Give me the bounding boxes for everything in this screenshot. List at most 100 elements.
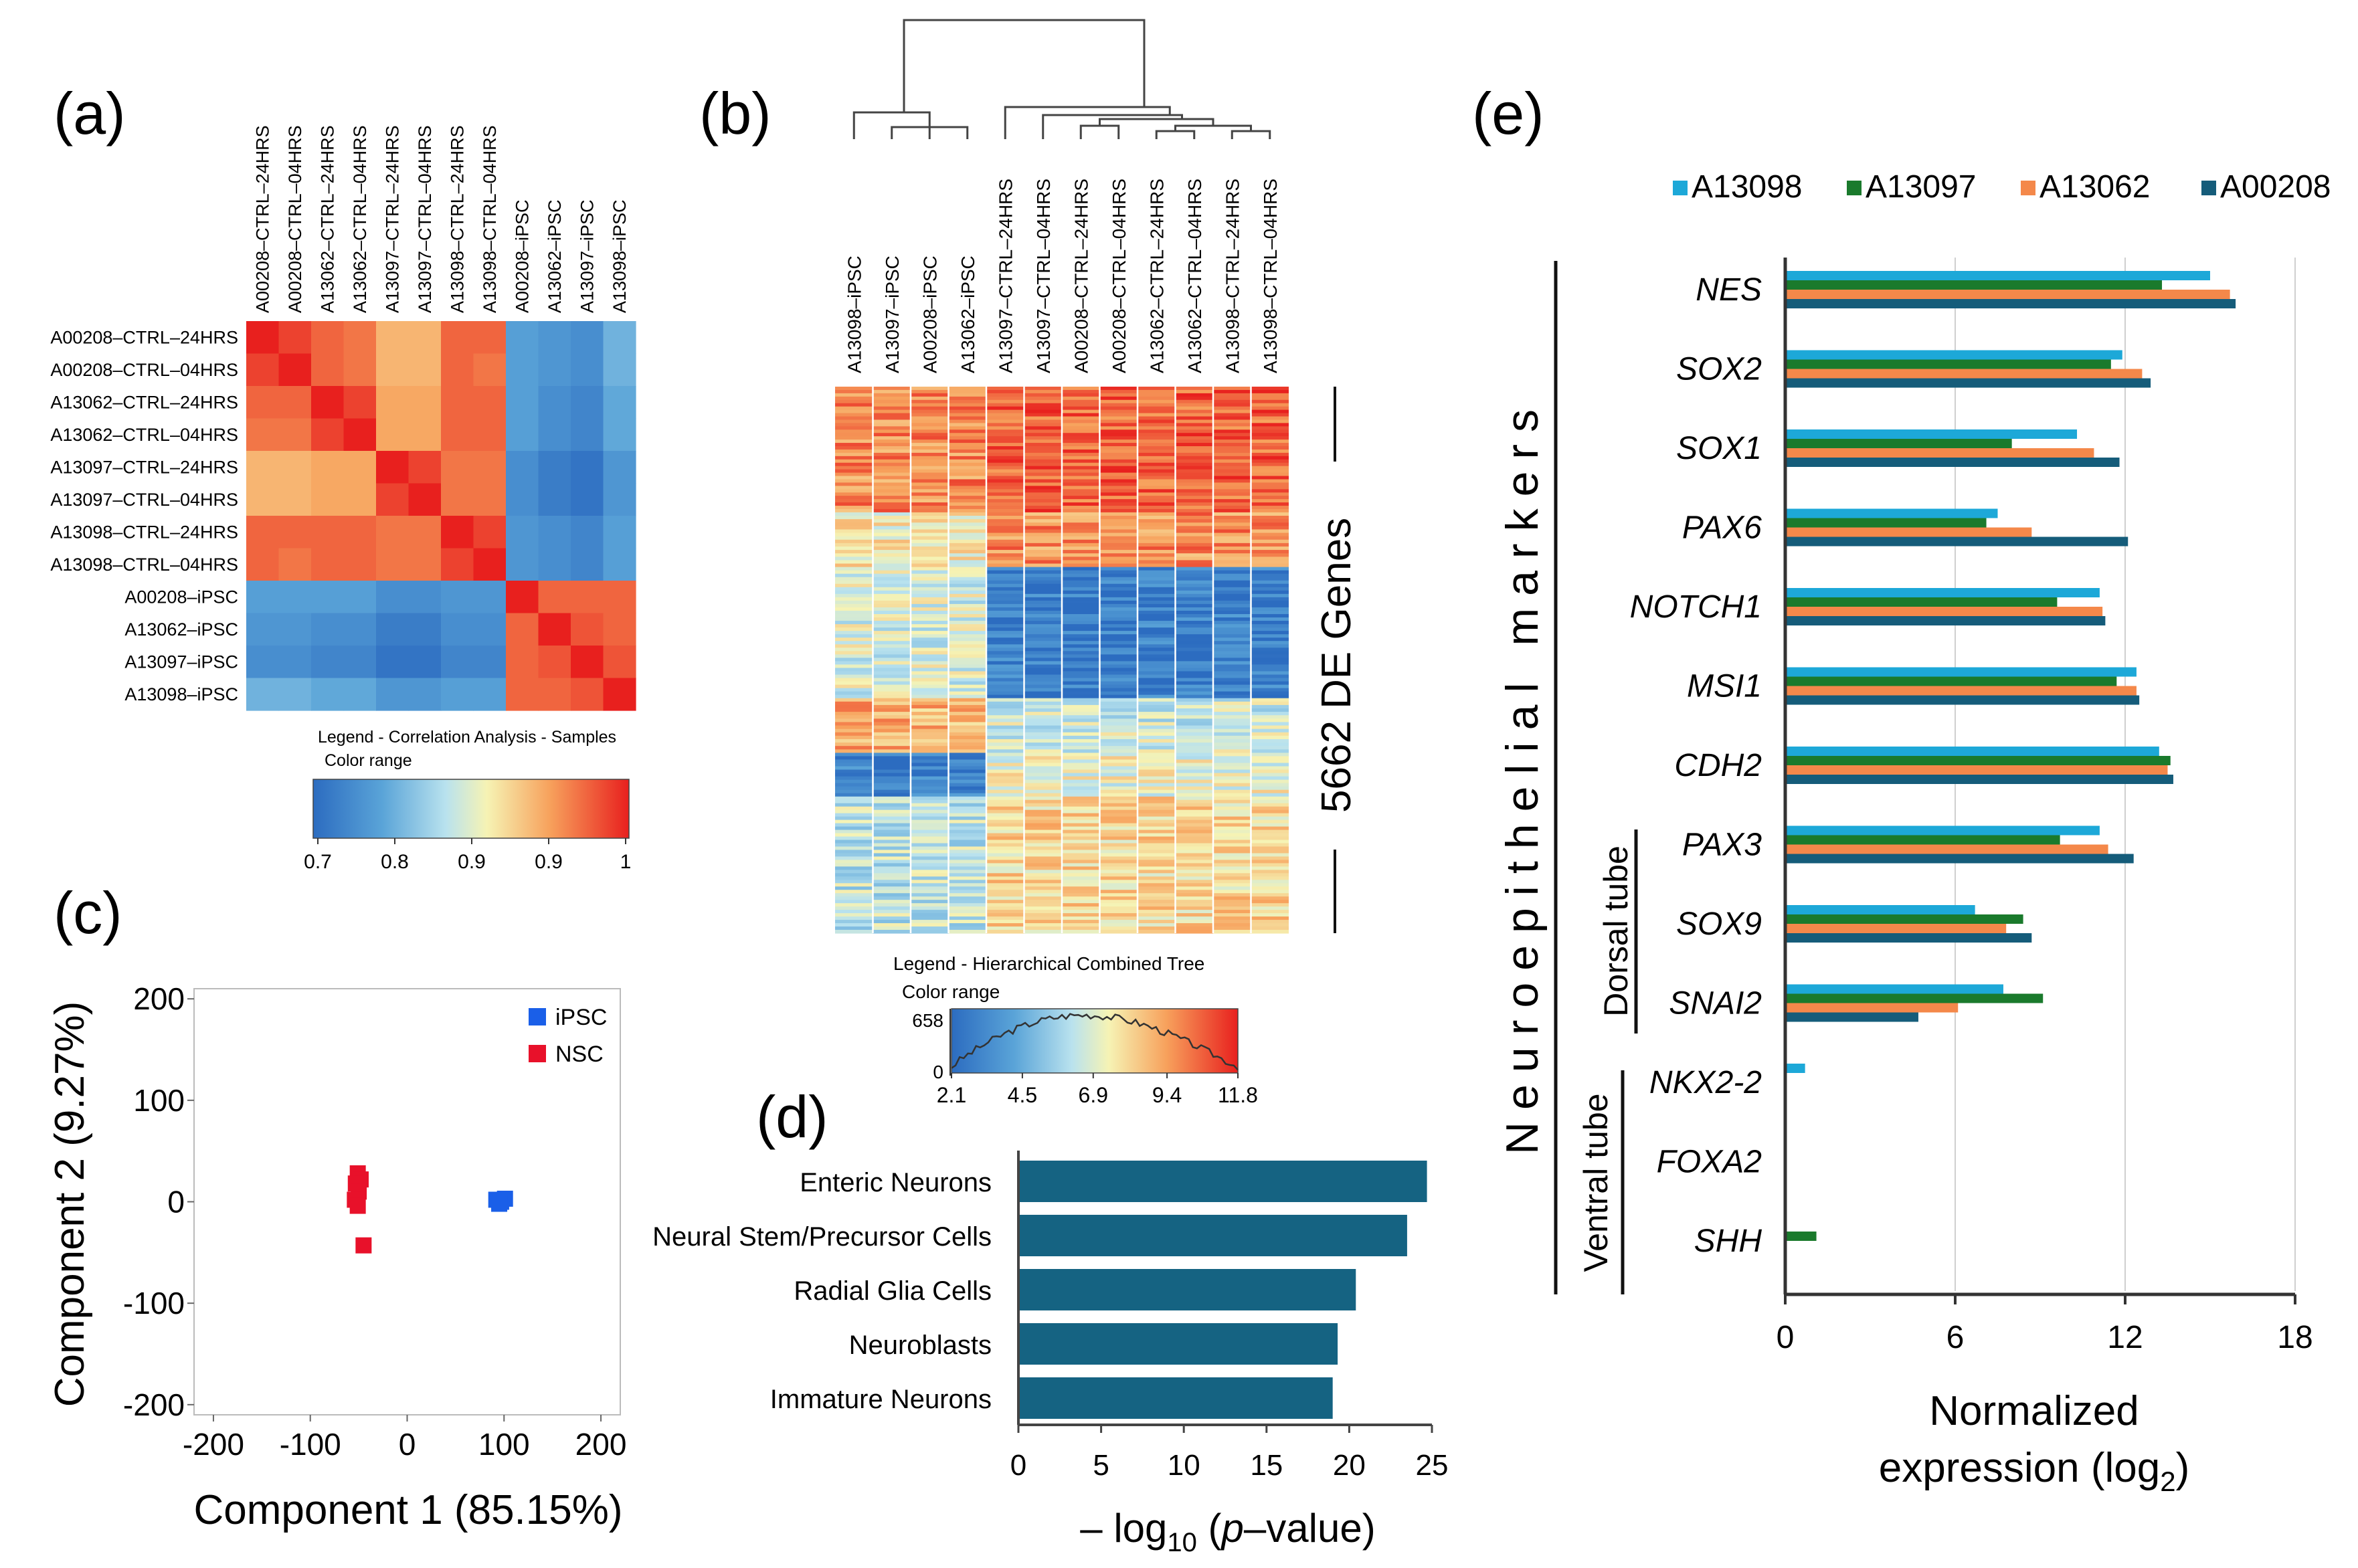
panel-b-cell: [1213, 773, 1251, 777]
panel-b-cell: [1138, 664, 1176, 669]
panel-b-cell: [873, 557, 911, 561]
panel-b-cell: [1213, 896, 1251, 900]
panel-b-cell: [835, 499, 873, 503]
panel-b-cell: [911, 546, 949, 551]
panel-b-cell: [1062, 526, 1100, 530]
panel-b-cell: [911, 712, 949, 716]
panel-b-cell: [1138, 423, 1176, 427]
panel-b-cell: [1175, 846, 1213, 851]
panel-b-cell: [835, 806, 873, 811]
panel-b-cell: [873, 433, 911, 437]
panel-b-cell: [911, 393, 949, 397]
panel-b-cell: [835, 436, 873, 440]
panel-b-cell: [1024, 694, 1062, 699]
panel-b-cell: [1175, 502, 1213, 506]
panel-a-cell: [246, 646, 280, 679]
panel-b-colorbar-tick: 4.5: [1008, 1083, 1037, 1107]
panel-b-cell: [873, 674, 911, 679]
panel-b-cell: [1251, 886, 1289, 890]
panel-b-cell: [1251, 613, 1289, 618]
panel-b-cell: [835, 624, 873, 628]
panel-b-cell: [986, 519, 1024, 523]
panel-b-cell: [1251, 502, 1289, 506]
panel-b-cell: [873, 893, 911, 897]
panel-b-cell: [986, 722, 1024, 726]
panel-e-bar-nes-a13062: [1785, 290, 2230, 299]
panel-b-cell: [1251, 486, 1289, 490]
panel-a-cell: [246, 321, 280, 355]
panel-b-cell: [1175, 610, 1213, 615]
panel-e-bar-nes-a13098: [1785, 271, 2210, 280]
panel-b-cell: [1138, 783, 1176, 787]
panel-b-cell: [986, 759, 1024, 764]
panel-b-cell: [1024, 631, 1062, 635]
panel-b-cell: [1138, 522, 1176, 526]
panel-b-cell: [1213, 466, 1251, 470]
panel-b-cell: [948, 870, 986, 874]
panel-b-cell: [1213, 419, 1251, 423]
panel-b-cell: [1213, 436, 1251, 440]
panel-a-cell: [441, 548, 474, 581]
panel-b-cell: [911, 496, 949, 500]
panel-b-cell: [986, 840, 1024, 844]
panel-b-cell: [1024, 479, 1062, 484]
panel-b-cell: [1175, 593, 1213, 598]
panel-a-cell: [506, 418, 539, 452]
panel-b-cell: [1251, 850, 1289, 854]
panel-b-cell: [1175, 489, 1213, 493]
panel-b-cell: [948, 489, 986, 493]
panel-b-cell: [1062, 753, 1100, 757]
panel-b-cell: [873, 546, 911, 551]
panel-b-cell: [1175, 896, 1213, 900]
panel-b-cell: [1138, 866, 1176, 870]
panel-a-cell: [473, 646, 507, 679]
panel-b-cell: [1062, 583, 1100, 588]
panel-b-cell: [1251, 769, 1289, 774]
panel-b-cell: [911, 698, 949, 702]
panel-b-cell: [1062, 766, 1100, 771]
panel-b-cell: [1099, 419, 1138, 423]
panel-b-cell: [1251, 479, 1289, 484]
panel-b-cell: [1175, 883, 1213, 887]
panel-b-cell: [1099, 443, 1138, 447]
panel-b-cell: [873, 883, 911, 887]
panel-c-x-axis-label: Component 1 (85.15%): [193, 1487, 622, 1533]
panel-b-cell: [1138, 617, 1176, 621]
panel-b-cell: [835, 826, 873, 831]
panel-b-cell: [1024, 597, 1062, 601]
panel-b-cell: [1138, 796, 1176, 801]
panel-b-cell: [948, 638, 986, 642]
panel-b-cell: [948, 396, 986, 401]
panel-b-cell: [1213, 732, 1251, 737]
panel-b-cell: [1099, 429, 1138, 433]
panel-a-cell: [603, 321, 636, 355]
panel-b-cell: [1213, 722, 1251, 726]
panel-c-point-ipsc: [491, 1195, 508, 1212]
panel-b-cell: [1175, 920, 1213, 924]
panel-b-cell: [835, 587, 873, 591]
panel-b-cell: [1062, 691, 1100, 696]
panel-b-cell: [1251, 393, 1289, 397]
panel-a-cell: [538, 548, 571, 581]
panel-b-cell: [911, 829, 949, 834]
panel-b-cell: [1251, 423, 1289, 427]
panel-b-cell: [873, 708, 911, 712]
panel-b-cell: [911, 923, 949, 927]
panel-e-bar-msi1-a00208: [1785, 695, 2140, 705]
panel-b-cell: [1251, 694, 1289, 699]
panel-b-cell: [1099, 654, 1138, 658]
panel-b-cell: [1099, 840, 1138, 844]
panel-b-cell: [1062, 826, 1100, 831]
panel-b-cell: [1138, 627, 1176, 631]
panel-b-cell: [1138, 536, 1176, 541]
panel-b-cell: [1024, 560, 1062, 565]
panel-a-cell: [376, 321, 410, 355]
panel-b-cell: [1213, 843, 1251, 848]
panel-b-cell: [873, 920, 911, 924]
panel-b-cell: [1024, 910, 1062, 914]
panel-b-cell: [1062, 704, 1100, 709]
panel-b-cell: [1099, 570, 1138, 575]
panel-e-gene-label: CDH2: [1674, 748, 1762, 783]
panel-b-cell: [873, 472, 911, 477]
panel-b-cell: [948, 658, 986, 662]
